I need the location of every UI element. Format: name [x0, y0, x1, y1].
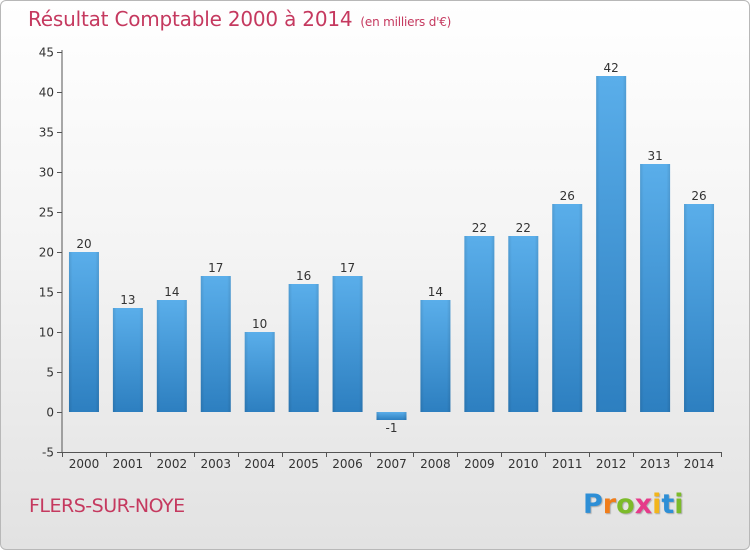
y-tick-label: 40	[39, 86, 54, 100]
logo-letter: x	[634, 489, 653, 520]
y-tick-label: 0	[46, 406, 54, 420]
x-tick-label: 2001	[113, 457, 144, 471]
x-tick-label: 2008	[420, 457, 451, 471]
chart-title-text: Résultat Comptable 2000 à 2014	[28, 7, 353, 31]
logo-letter: i	[652, 489, 662, 520]
bar-shade	[464, 236, 495, 412]
x-tick-label: 2014	[684, 457, 715, 471]
bar-shade	[420, 300, 451, 412]
y-tick-label: 20	[39, 246, 54, 260]
bar-shade	[684, 204, 715, 412]
x-tick-label: 2007	[376, 457, 407, 471]
bar-value-label: 17	[340, 261, 355, 275]
bar-value-label: 22	[472, 221, 487, 235]
bar-shade	[112, 308, 143, 412]
bar-shade	[288, 284, 319, 412]
y-tick-label: 25	[39, 206, 54, 220]
bar-shade	[68, 252, 99, 412]
bar-shade	[596, 76, 627, 412]
x-tick-label: 2000	[69, 457, 100, 471]
bar-value-label: 17	[208, 261, 223, 275]
logo-letter: i	[674, 489, 684, 520]
x-tick-label: 2010	[508, 457, 539, 471]
bar-value-label: 14	[164, 285, 179, 299]
bar-shade	[640, 164, 671, 412]
x-tick-label: 2006	[332, 457, 363, 471]
y-tick-label: 35	[39, 126, 54, 140]
chart-subtitle: (en milliers d'€)	[360, 15, 452, 29]
x-tick-label: 2002	[157, 457, 188, 471]
bar-value-label: 10	[252, 317, 267, 331]
bar-value-label: 26	[691, 189, 706, 203]
y-tick-label: 5	[46, 366, 54, 380]
logo-letter: t	[661, 489, 675, 520]
y-tick-label: 15	[39, 286, 54, 300]
bar-value-label: 22	[516, 221, 531, 235]
x-tick-label: 2004	[244, 457, 275, 471]
chart-title: Résultat Comptable 2000 à 2014 (en millie…	[28, 7, 451, 31]
x-tick-label: 2013	[640, 457, 671, 471]
bar-shade	[332, 276, 363, 412]
y-tick-label: 10	[39, 326, 54, 340]
bar-value-label: 26	[560, 189, 575, 203]
bar-value-label: 14	[428, 285, 443, 299]
logo-letter: r	[602, 489, 617, 520]
bar-value-label: -1	[386, 421, 398, 435]
bar-shade	[376, 412, 407, 420]
x-tick-label: 2005	[288, 457, 319, 471]
bar-shade	[552, 204, 583, 412]
y-tick-label: 45	[39, 46, 54, 60]
bar-shade	[244, 332, 275, 412]
x-tick-label: 2011	[552, 457, 583, 471]
x-tick-label: 2003	[200, 457, 231, 471]
logo-letter: o	[616, 489, 635, 520]
bar-shade	[508, 236, 539, 412]
x-tick-label: 2012	[596, 457, 627, 471]
bar-value-label: 16	[296, 269, 311, 283]
logo-letter: P	[583, 489, 603, 520]
bar-value-label: 42	[604, 61, 619, 75]
y-tick-label: 30	[39, 166, 54, 180]
bar-value-label: 31	[647, 149, 662, 163]
bar-shade	[156, 300, 187, 412]
bar-value-label: 20	[76, 237, 91, 251]
bar-shade	[200, 276, 231, 412]
proxiti-logo: Proxiti	[583, 489, 684, 520]
y-tick-label: -5	[42, 446, 54, 460]
x-tick-label: 2009	[464, 457, 495, 471]
bar-value-label: 13	[120, 293, 135, 307]
commune-name: FLERS-SUR-NOYE	[29, 495, 185, 517]
